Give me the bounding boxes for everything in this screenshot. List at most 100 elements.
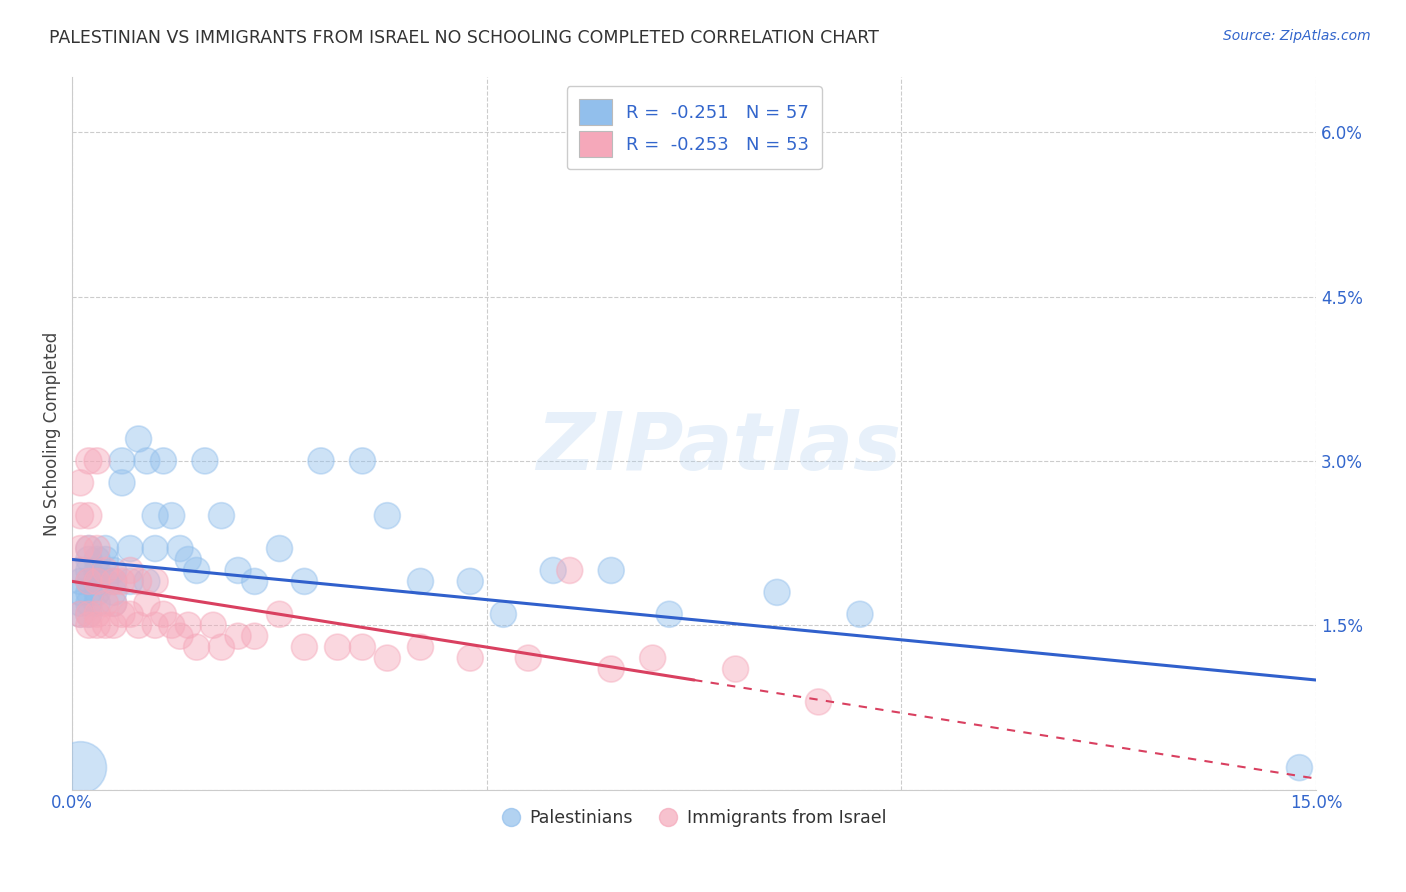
Point: [94, 552, 117, 566]
Point: [111, 475, 134, 490]
Point: [724, 662, 747, 676]
Point: [120, 574, 142, 589]
Point: [94, 574, 117, 589]
Point: [69, 761, 91, 775]
Point: [169, 629, 191, 643]
Point: [94, 596, 117, 610]
Point: [77, 596, 100, 610]
Text: Source: ZipAtlas.com: Source: ZipAtlas.com: [1223, 29, 1371, 43]
Point: [375, 508, 398, 523]
Point: [103, 585, 125, 599]
Point: [600, 662, 623, 676]
Y-axis label: No Schooling Completed: No Schooling Completed: [44, 332, 60, 535]
Point: [409, 574, 432, 589]
Point: [641, 651, 664, 665]
Point: [111, 574, 134, 589]
Point: [135, 596, 157, 610]
Point: [69, 564, 91, 578]
Point: [658, 607, 681, 622]
Point: [69, 541, 91, 556]
Point: [94, 541, 117, 556]
Point: [243, 574, 266, 589]
Point: [226, 564, 249, 578]
Point: [243, 629, 266, 643]
Point: [69, 585, 91, 599]
Point: [86, 454, 108, 468]
Point: [143, 541, 166, 556]
Point: [86, 618, 108, 632]
Point: [77, 541, 100, 556]
Point: [128, 574, 150, 589]
Point: [226, 629, 249, 643]
Point: [120, 607, 142, 622]
Point: [517, 651, 540, 665]
Point: [69, 508, 91, 523]
Point: [77, 508, 100, 523]
Point: [309, 454, 332, 468]
Point: [69, 475, 91, 490]
Point: [135, 574, 157, 589]
Point: [143, 618, 166, 632]
Text: ZIPatlas: ZIPatlas: [537, 409, 901, 487]
Point: [77, 618, 100, 632]
Point: [169, 541, 191, 556]
Point: [77, 607, 100, 622]
Point: [77, 574, 100, 589]
Point: [120, 541, 142, 556]
Legend: Palestinians, Immigrants from Israel: Palestinians, Immigrants from Israel: [495, 803, 893, 834]
Point: [458, 574, 481, 589]
Point: [766, 585, 789, 599]
Point: [294, 574, 316, 589]
Point: [375, 651, 398, 665]
Point: [120, 564, 142, 578]
Point: [143, 574, 166, 589]
Point: [152, 607, 174, 622]
Point: [77, 564, 100, 578]
Point: [352, 454, 374, 468]
Point: [807, 695, 830, 709]
Point: [103, 574, 125, 589]
Point: [77, 607, 100, 622]
Point: [269, 607, 291, 622]
Point: [160, 508, 183, 523]
Point: [186, 564, 208, 578]
Point: [86, 564, 108, 578]
Point: [177, 552, 200, 566]
Point: [326, 640, 349, 654]
Point: [135, 454, 157, 468]
Point: [409, 640, 432, 654]
Point: [103, 618, 125, 632]
Point: [77, 541, 100, 556]
Point: [111, 454, 134, 468]
Point: [143, 508, 166, 523]
Point: [103, 564, 125, 578]
Point: [849, 607, 872, 622]
Point: [69, 564, 91, 578]
Point: [86, 607, 108, 622]
Point: [211, 640, 233, 654]
Point: [211, 508, 233, 523]
Point: [352, 640, 374, 654]
Point: [94, 618, 117, 632]
Point: [492, 607, 515, 622]
Point: [86, 596, 108, 610]
Point: [128, 432, 150, 446]
Point: [177, 618, 200, 632]
Point: [86, 552, 108, 566]
Point: [86, 585, 108, 599]
Point: [128, 618, 150, 632]
Point: [269, 541, 291, 556]
Point: [558, 564, 581, 578]
Point: [458, 651, 481, 665]
Point: [77, 585, 100, 599]
Point: [94, 564, 117, 578]
Point: [1288, 761, 1310, 775]
Point: [86, 574, 108, 589]
Point: [69, 574, 91, 589]
Point: [86, 574, 108, 589]
Point: [152, 454, 174, 468]
Point: [202, 618, 225, 632]
Point: [77, 552, 100, 566]
Point: [77, 454, 100, 468]
Point: [541, 564, 564, 578]
